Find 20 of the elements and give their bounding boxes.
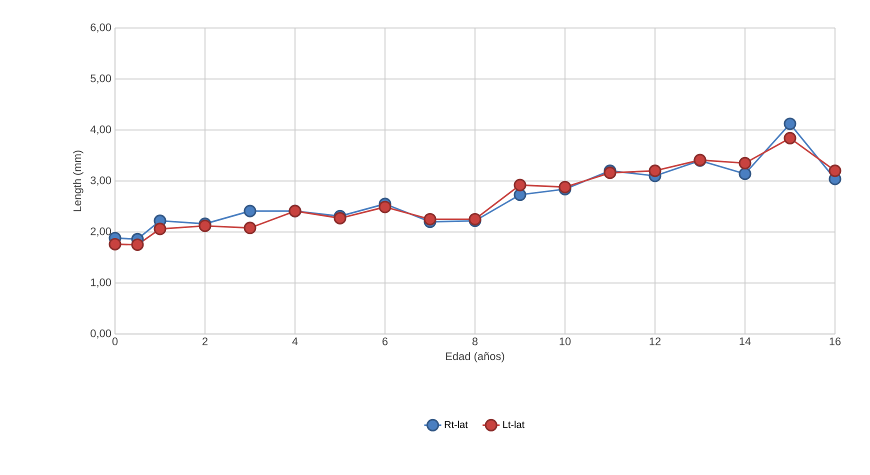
y-tick-label: 1,00 bbox=[90, 278, 112, 288]
x-tick-label: 4 bbox=[292, 338, 298, 346]
legend-label: Lt-lat bbox=[503, 420, 524, 428]
x-tick-label: 0 bbox=[112, 338, 118, 346]
x-axis-title: Edad (años) bbox=[446, 352, 504, 362]
x-tick-label: 14 bbox=[740, 338, 751, 346]
legend-label: Rt-lat bbox=[444, 420, 468, 428]
y-tick-label: 4,00 bbox=[90, 125, 112, 135]
y-tick-label: 2,00 bbox=[90, 227, 112, 237]
x-tick-label: 8 bbox=[472, 338, 478, 346]
y-tick-label: 5,00 bbox=[90, 74, 112, 84]
y-tick-label: 3,00 bbox=[90, 176, 112, 186]
x-tick-label: 6 bbox=[382, 338, 388, 346]
y-tick-label: 0,00 bbox=[90, 329, 112, 339]
x-tick-label: 12 bbox=[650, 338, 661, 346]
x-tick-label: 16 bbox=[830, 338, 841, 346]
y-tick-label: 6,00 bbox=[90, 23, 112, 33]
x-tick-label: 10 bbox=[560, 338, 571, 346]
y-axis-title: Length (mm) bbox=[73, 150, 84, 212]
x-tick-label: 2 bbox=[202, 338, 208, 346]
